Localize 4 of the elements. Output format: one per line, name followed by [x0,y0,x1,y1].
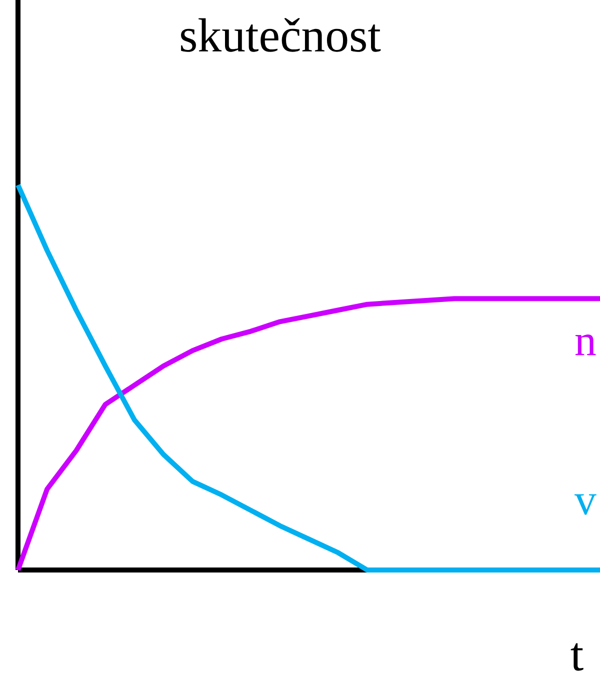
x-axis-title: t [570,643,584,671]
series-label: n [575,334,596,356]
series-label: v [574,494,596,515]
chart-title: skutečnost [181,18,381,52]
